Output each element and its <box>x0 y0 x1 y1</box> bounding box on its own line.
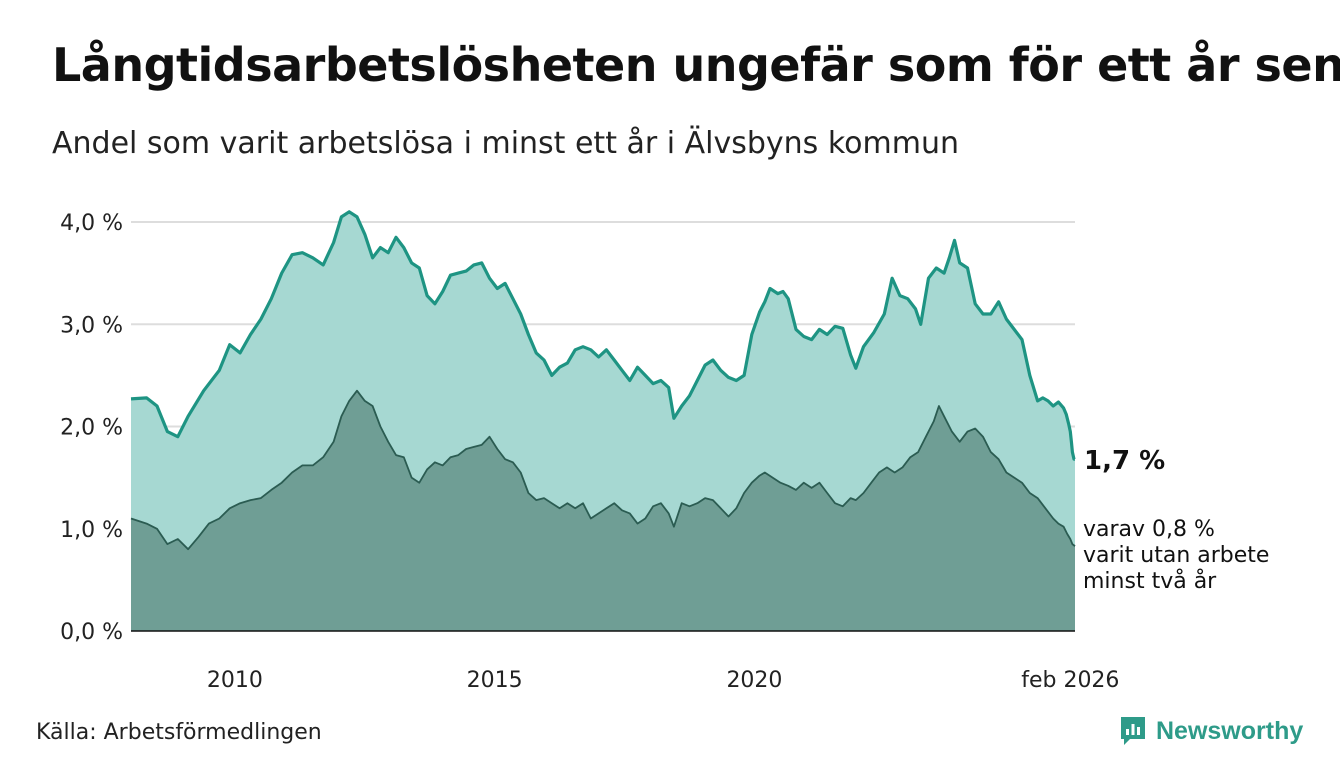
y-tick-label: 3,0 % <box>60 313 123 338</box>
y-tick-label: 0,0 % <box>60 620 123 645</box>
brand-name: Newsworthy <box>1156 716 1304 745</box>
end-labels: 1,7 % varav 0,8 % varit utan arbete minst t… <box>1083 446 1269 594</box>
x-tick-label: 2015 <box>467 668 523 693</box>
chart-subtitle: Andel som varit arbetslösa i minst ett å… <box>52 126 959 161</box>
series-line-2 <box>130 389 1076 551</box>
end-label-sub-line: minst två år <box>1083 568 1217 594</box>
area-chart: 0,0 % 1,0 % 2,0 % 3,0 % 4,0 % 2010 2015 2020 feb… <box>60 210 1269 693</box>
end-label-main: 1,7 % <box>1084 446 1165 476</box>
x-tick-label: 2020 <box>726 668 782 693</box>
end-label-sub: varav 0,8 % varit utan arbete minst två år <box>1083 517 1269 594</box>
series-areas <box>130 210 1076 632</box>
source-note: Källa: Arbetsförmedlingen <box>36 720 322 745</box>
x-tick-label: 2010 <box>207 668 263 693</box>
y-tick-label: 1,0 % <box>60 518 123 543</box>
newsworthy-logo-icon <box>1121 717 1145 745</box>
end-label-sub-line: varit utan arbete <box>1083 543 1269 568</box>
y-tick-label: 4,0 % <box>60 211 123 236</box>
chart-title: Långtidsarbetslösheten ungefär som för e… <box>52 38 1340 92</box>
x-tick-label: feb 2026 <box>1021 668 1119 693</box>
end-label-sub-line: varav 0,8 % <box>1083 517 1215 542</box>
axes: 0,0 % 1,0 % 2,0 % 3,0 % 4,0 % 2010 2015 2020 feb… <box>60 211 1119 693</box>
y-tick-label: 2,0 % <box>60 416 123 441</box>
newsworthy-logo[interactable]: Newsworthy <box>1118 714 1303 748</box>
series-line-1 <box>130 210 1076 461</box>
